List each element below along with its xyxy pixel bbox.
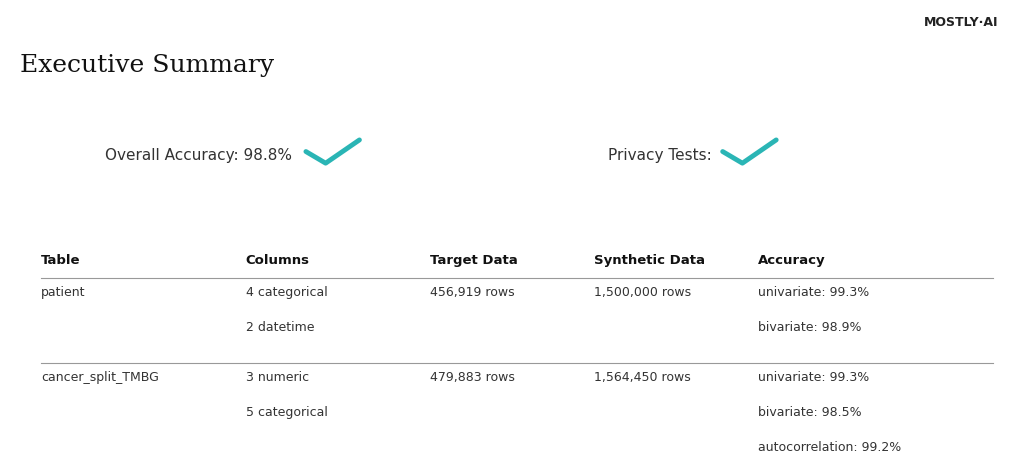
Text: 5 categorical: 5 categorical	[246, 405, 328, 418]
Text: 2 datetime: 2 datetime	[246, 320, 314, 333]
Text: Table: Table	[41, 253, 81, 267]
Text: Synthetic Data: Synthetic Data	[594, 253, 705, 267]
Text: Privacy Tests:: Privacy Tests:	[608, 147, 712, 162]
Text: MOSTLY·AI: MOSTLY·AI	[924, 16, 998, 29]
Text: 1,564,450 rows: 1,564,450 rows	[594, 370, 690, 383]
Text: univariate: 99.3%: univariate: 99.3%	[758, 370, 869, 383]
Text: Target Data: Target Data	[430, 253, 518, 267]
Text: autocorrelation: 99.2%: autocorrelation: 99.2%	[758, 440, 901, 453]
Text: patient: patient	[41, 285, 85, 298]
Text: univariate: 99.3%: univariate: 99.3%	[758, 285, 869, 298]
Text: 479,883 rows: 479,883 rows	[430, 370, 515, 383]
Text: 3 numeric: 3 numeric	[246, 370, 309, 383]
Text: bivariate: 98.9%: bivariate: 98.9%	[758, 320, 861, 333]
Text: 4 categorical: 4 categorical	[246, 285, 328, 298]
Text: bivariate: 98.5%: bivariate: 98.5%	[758, 405, 861, 418]
Text: Accuracy: Accuracy	[758, 253, 825, 267]
Text: 456,919 rows: 456,919 rows	[430, 285, 515, 298]
Text: cancer_split_TMBG: cancer_split_TMBG	[41, 370, 159, 383]
Text: 1,500,000 rows: 1,500,000 rows	[594, 285, 691, 298]
Text: Overall Accuracy: 98.8%: Overall Accuracy: 98.8%	[104, 147, 292, 162]
Text: Executive Summary: Executive Summary	[20, 54, 274, 77]
Text: Columns: Columns	[246, 253, 309, 267]
